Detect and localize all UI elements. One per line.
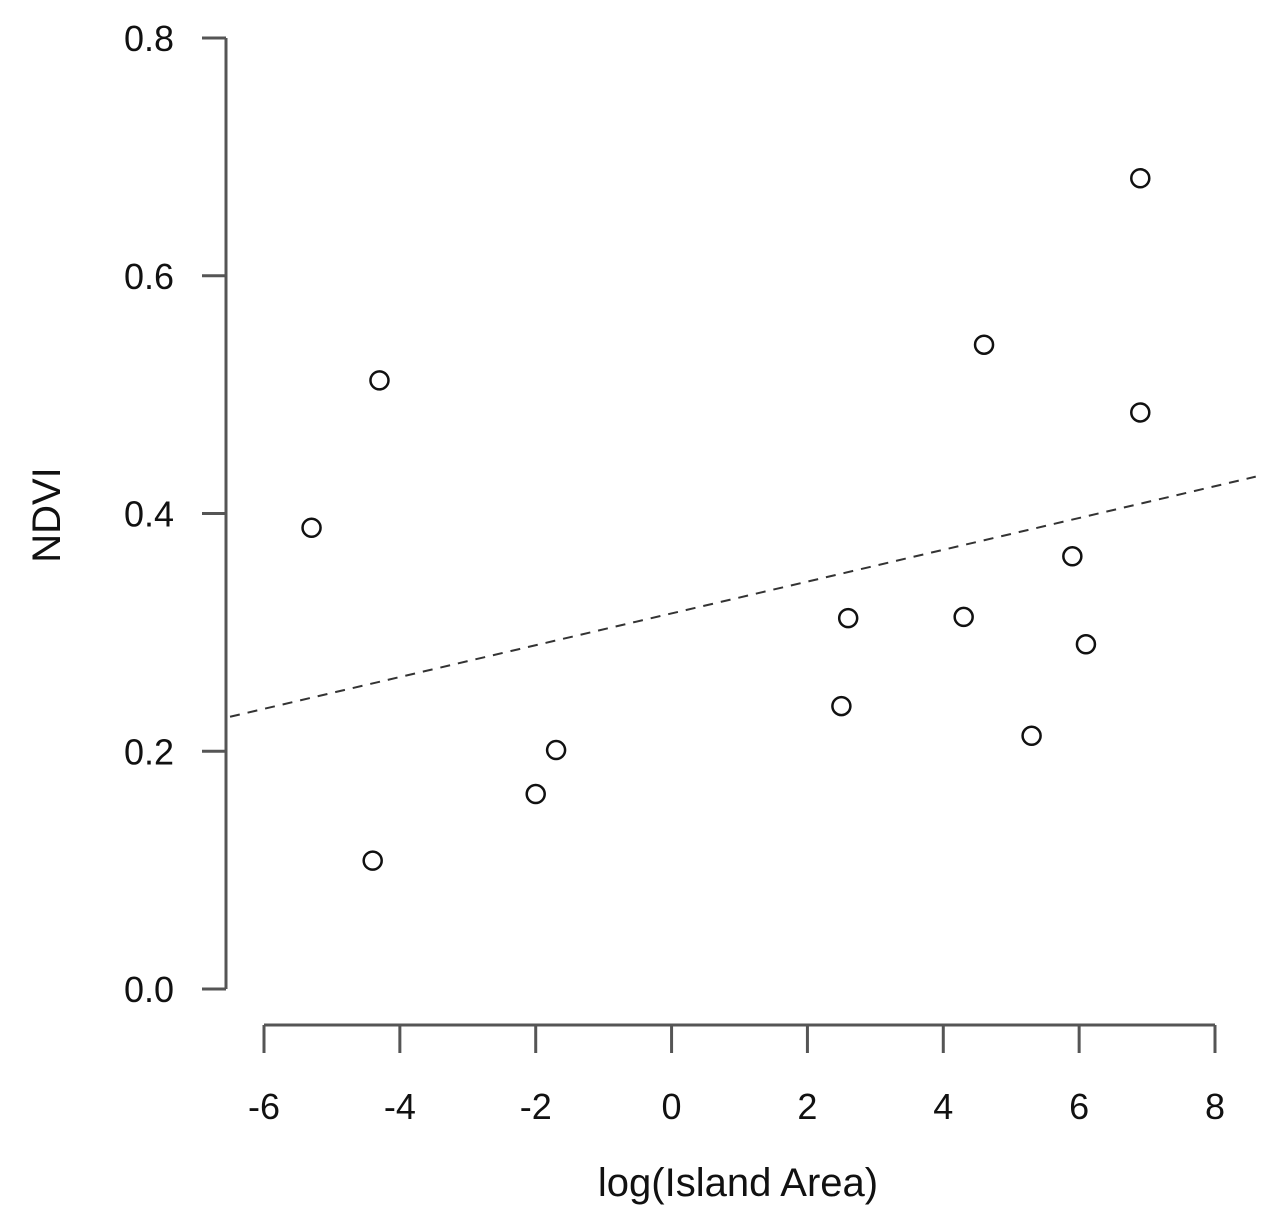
y-axis-title: NDVI <box>25 467 69 563</box>
x-axis: -6 -4 -2 0 2 4 6 8 <box>248 1023 1225 1127</box>
data-point <box>837 607 859 629</box>
data-point <box>525 783 546 805</box>
data-point <box>973 334 995 355</box>
x-tick-label: -4 <box>384 1086 416 1127</box>
y-tick-label: 0.8 <box>124 18 174 59</box>
x-tick-label: 4 <box>933 1086 953 1127</box>
data-point <box>545 739 567 761</box>
y-tick-label: 0.4 <box>124 494 174 535</box>
trend-line <box>229 475 1256 718</box>
y-tick-label: 0.2 <box>124 731 174 772</box>
data-point <box>369 370 390 391</box>
data-point <box>301 517 322 539</box>
x-tick-label: 8 <box>1205 1086 1225 1127</box>
data-points <box>301 168 1151 871</box>
data-point <box>1130 168 1151 189</box>
data-point <box>1062 546 1083 567</box>
data-point <box>1075 634 1097 655</box>
data-point <box>1130 402 1151 423</box>
y-tick-label: 0.0 <box>124 969 174 1010</box>
data-point <box>1021 725 1042 747</box>
y-axis: 0.0 0.2 0.4 0.6 0.8 <box>124 18 228 1010</box>
x-tick-label: 2 <box>797 1086 817 1127</box>
trend-line-group <box>229 475 1256 718</box>
x-tick-label: -6 <box>248 1086 280 1127</box>
data-point <box>362 850 383 871</box>
x-axis-title: log(Island Area) <box>598 1161 878 1205</box>
data-point <box>831 695 852 717</box>
x-tick-label: -2 <box>520 1086 552 1127</box>
x-tick-label: 6 <box>1069 1086 1089 1127</box>
y-tick-label: 0.6 <box>124 256 174 297</box>
data-point <box>953 606 974 628</box>
x-tick-label: 0 <box>662 1086 682 1127</box>
